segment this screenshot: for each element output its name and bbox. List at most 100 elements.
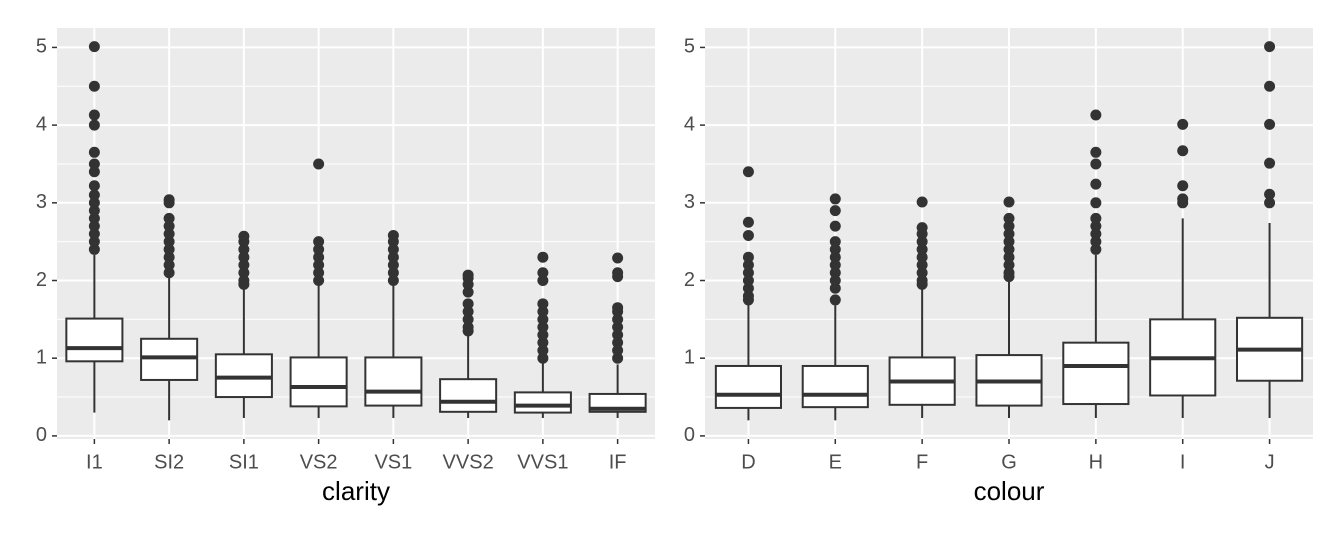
box: [439, 378, 498, 413]
x-tick-label: D: [741, 451, 755, 473]
outlier: [1264, 118, 1276, 130]
outlier: [1090, 178, 1102, 190]
outlier: [916, 275, 928, 287]
outlier: [163, 236, 175, 248]
x-axis-title: clarity: [322, 476, 390, 506]
outlier: [829, 282, 841, 294]
outlier: [1003, 251, 1015, 263]
outlier: [462, 269, 474, 281]
outlier: [462, 321, 474, 333]
outlier: [238, 243, 250, 255]
box: [364, 356, 423, 407]
x-tick-label: VS2: [300, 451, 338, 473]
outlier: [313, 259, 325, 271]
outlier: [1090, 109, 1102, 121]
outlier: [238, 259, 250, 271]
outlier: [88, 228, 100, 240]
outlier: [1090, 220, 1102, 232]
outlier: [916, 259, 928, 271]
outlier: [537, 267, 549, 279]
outlier: [1003, 228, 1015, 240]
box: [801, 364, 869, 409]
x-tick-label: F: [916, 451, 928, 473]
outlier: [313, 251, 325, 263]
outlier: [537, 251, 549, 263]
outlier: [1264, 188, 1276, 200]
outlier: [1090, 236, 1102, 248]
outlier: [612, 302, 624, 314]
outlier: [742, 216, 754, 228]
y-tick-label: 0: [36, 424, 47, 446]
outlier: [537, 344, 549, 356]
outlier: [387, 251, 399, 263]
x-tick-label: H: [1089, 451, 1103, 473]
x-tick-label: VS1: [374, 451, 412, 473]
outlier: [462, 298, 474, 310]
outlier: [1003, 220, 1015, 232]
outlier: [387, 267, 399, 279]
outlier: [612, 267, 624, 279]
outlier: [88, 166, 100, 178]
outlier: [1177, 180, 1189, 192]
outlier: [88, 146, 100, 158]
outlier: [829, 243, 841, 255]
outlier: [916, 243, 928, 255]
outlier: [612, 329, 624, 341]
outlier: [1090, 228, 1102, 240]
outlier: [1264, 80, 1276, 92]
outlier: [238, 275, 250, 287]
outlier: [537, 352, 549, 364]
y-tick-label: 2: [684, 269, 695, 291]
y-tick-label: 4: [36, 113, 47, 135]
outlier: [829, 251, 841, 263]
outlier: [742, 229, 754, 241]
outlier: [916, 251, 928, 263]
outlier: [742, 251, 754, 263]
outlier: [1177, 193, 1189, 205]
x-tick-label: VVS2: [443, 451, 494, 473]
outlier: [238, 230, 250, 242]
outlier: [1090, 146, 1102, 158]
outlier: [829, 220, 841, 232]
x-tick-label: SI1: [229, 451, 259, 473]
outlier: [742, 275, 754, 287]
outlier: [829, 193, 841, 205]
outlier: [1264, 157, 1276, 169]
outlier: [88, 220, 100, 232]
outlier: [1090, 243, 1102, 255]
outlier: [537, 337, 549, 349]
x-tick-label: I: [1180, 451, 1186, 473]
outlier: [88, 119, 100, 131]
outlier: [537, 329, 549, 341]
outlier: [1264, 41, 1276, 53]
x-tick-label: VVS1: [517, 451, 568, 473]
outlier: [88, 236, 100, 248]
outlier: [829, 294, 841, 306]
outlier: [612, 321, 624, 333]
outlier: [387, 275, 399, 287]
outlier: [1090, 197, 1102, 209]
y-tick-label: 1: [684, 346, 695, 368]
outlier: [88, 158, 100, 170]
outlier: [313, 275, 325, 287]
outlier: [313, 267, 325, 279]
y-tick-label: 5: [36, 36, 47, 58]
outlier: [313, 236, 325, 248]
box: [65, 317, 124, 363]
y-tick-label: 1: [36, 346, 47, 368]
outlier: [163, 194, 175, 206]
outlier: [163, 259, 175, 271]
outlier: [1003, 267, 1015, 279]
outlier: [829, 236, 841, 248]
outlier: [916, 267, 928, 279]
outlier: [742, 267, 754, 279]
outlier: [462, 286, 474, 298]
outlier: [829, 205, 841, 217]
outlier: [88, 80, 100, 92]
outlier: [88, 180, 100, 192]
outlier: [1177, 145, 1189, 157]
y-tick-label: 3: [684, 191, 695, 213]
outlier: [742, 259, 754, 271]
x-tick-label: E: [829, 451, 842, 473]
y-tick-label: 3: [36, 191, 47, 213]
